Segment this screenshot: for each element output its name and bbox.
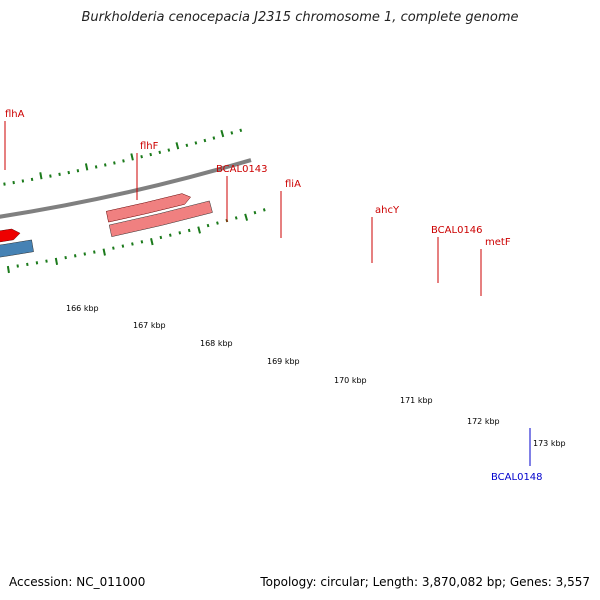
feature-blocks (0, 193, 213, 258)
scale-label: 172 kbp (467, 417, 500, 426)
accession-text: Accession: NC_011000 (9, 575, 146, 589)
tick-mark (234, 216, 238, 220)
tick-mark (122, 159, 125, 163)
tick-mark (112, 246, 115, 250)
gene-block-bcal0148 (108, 200, 213, 237)
tick-mark (45, 259, 48, 263)
tick-mark (185, 143, 189, 148)
gene-label-flha: flhA (5, 109, 25, 120)
tick-mark (149, 152, 153, 157)
gene-block-metf (0, 239, 34, 258)
tick-mark (187, 228, 191, 233)
tick-mark (206, 223, 210, 228)
tick-mark (102, 248, 106, 256)
gene-label-metf: metF (485, 237, 511, 248)
tick-mark (239, 128, 243, 133)
tick-mark (194, 141, 198, 145)
scale-label: 173 kbp (533, 439, 566, 448)
tick-mark (203, 138, 207, 143)
scale-label: 166 kbp (66, 304, 99, 313)
tick-mark (21, 179, 25, 183)
tick-mark (103, 163, 107, 167)
tick-mark (178, 231, 182, 235)
tick-mark (253, 210, 257, 215)
tick-mark (159, 235, 163, 240)
scale-label: 168 kbp (200, 339, 233, 348)
topology-summary: Topology: circular; Length: 3,870,082 bp… (260, 575, 590, 589)
cds-arrow (0, 228, 21, 243)
tick-mark (76, 169, 80, 173)
tick-mark (30, 177, 34, 182)
tick-mark (84, 163, 89, 171)
gene-label-bcal0143: BCAL0143 (216, 164, 268, 175)
tick-mark (140, 155, 143, 159)
tick-mark (58, 172, 61, 176)
tick-mark (39, 172, 43, 180)
backbone-line (0, 158, 252, 219)
tick-mark (54, 257, 59, 265)
tick-mark (212, 136, 216, 140)
scale-label: 170 kbp (334, 376, 367, 385)
tick-mark (83, 252, 87, 256)
backbone (0, 158, 252, 219)
tick-mark (197, 226, 201, 234)
tick-mark (6, 265, 10, 274)
tick-mark (35, 261, 39, 265)
tick-mark (168, 233, 172, 237)
gene-label-ahcy: ahcY (375, 205, 400, 216)
tick-mark (158, 150, 162, 154)
gene-label-flhf: flhF (140, 141, 159, 152)
tick-mark (130, 153, 134, 161)
tick-mark (230, 131, 234, 135)
tick-mark (167, 148, 171, 152)
cds-arrow (106, 193, 192, 223)
tick-mark (94, 165, 98, 169)
scale-label: 171 kbp (400, 396, 433, 405)
tick-mark (64, 255, 67, 260)
tick-mark (67, 170, 71, 175)
tick-mark (131, 242, 134, 246)
tick-mark (121, 244, 125, 248)
tick-mark (93, 250, 96, 254)
scale-label: 169 kbp (267, 357, 300, 366)
tick-mark (73, 254, 77, 258)
scale-label: 167 kbp (133, 321, 166, 330)
gene-label-bcal0148: BCAL0148 (491, 472, 543, 483)
tick-mark (216, 221, 219, 225)
tick-mark (140, 240, 144, 244)
tick-mark (150, 237, 154, 246)
tick-mark (49, 174, 52, 178)
gene-label-flia: fliA (285, 179, 301, 190)
gene-label-bcal0146: BCAL0146 (431, 225, 483, 236)
tick-mark (113, 161, 116, 165)
scale-labels: 166 kbp 167 kbp 168 kbp 169 kbp 170 kbp 171 k… (66, 304, 566, 448)
tick-mark (262, 208, 266, 212)
tick-marks (3, 128, 266, 274)
tick-mark (220, 129, 225, 138)
tick-mark (175, 142, 180, 150)
map-title: Burkholderia cenocepacia J2315 chromosom… (81, 10, 519, 25)
tick-mark (244, 213, 249, 221)
